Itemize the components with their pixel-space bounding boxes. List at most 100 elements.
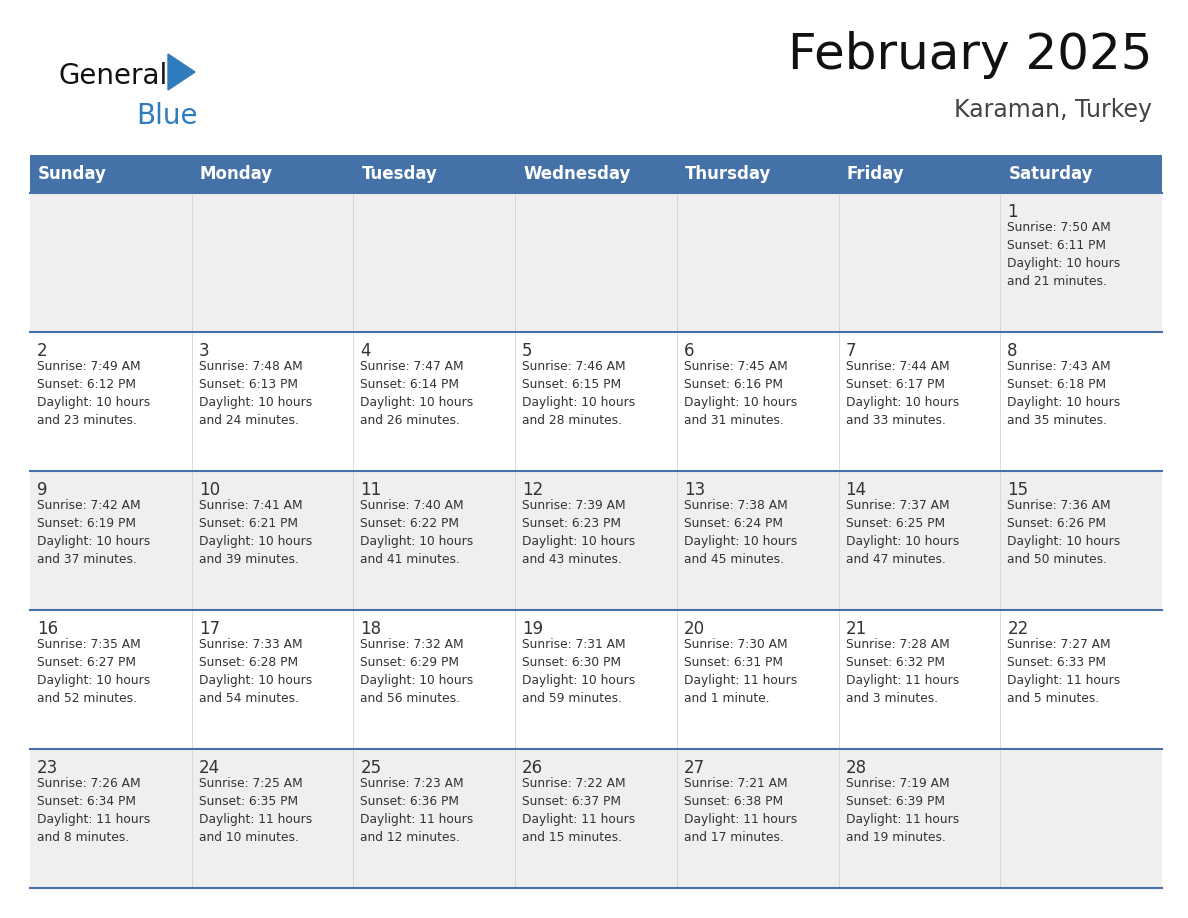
- Text: Wednesday: Wednesday: [523, 165, 631, 183]
- Text: Sunset: 6:14 PM: Sunset: 6:14 PM: [360, 378, 460, 391]
- Text: and 45 minutes.: and 45 minutes.: [684, 553, 784, 566]
- Text: Sunrise: 7:42 AM: Sunrise: 7:42 AM: [37, 499, 140, 512]
- Text: Daylight: 10 hours: Daylight: 10 hours: [37, 674, 150, 687]
- Text: 25: 25: [360, 759, 381, 777]
- Text: Daylight: 10 hours: Daylight: 10 hours: [523, 396, 636, 409]
- Text: Daylight: 11 hours: Daylight: 11 hours: [37, 813, 150, 826]
- Text: and 56 minutes.: and 56 minutes.: [360, 692, 461, 705]
- Text: and 50 minutes.: and 50 minutes.: [1007, 553, 1107, 566]
- Text: Daylight: 10 hours: Daylight: 10 hours: [1007, 257, 1120, 270]
- Text: Sunset: 6:35 PM: Sunset: 6:35 PM: [198, 795, 298, 808]
- Text: 5: 5: [523, 342, 532, 360]
- Text: 7: 7: [846, 342, 857, 360]
- Text: 12: 12: [523, 481, 543, 499]
- Text: and 54 minutes.: and 54 minutes.: [198, 692, 298, 705]
- Text: Sunrise: 7:28 AM: Sunrise: 7:28 AM: [846, 638, 949, 651]
- Text: Daylight: 10 hours: Daylight: 10 hours: [360, 674, 474, 687]
- Text: Sunset: 6:11 PM: Sunset: 6:11 PM: [1007, 239, 1106, 252]
- Bar: [1000, 155, 1162, 193]
- Text: Daylight: 11 hours: Daylight: 11 hours: [1007, 674, 1120, 687]
- Text: Sunset: 6:25 PM: Sunset: 6:25 PM: [846, 517, 944, 530]
- Text: 3: 3: [198, 342, 209, 360]
- Text: 16: 16: [37, 620, 58, 638]
- Text: Sunset: 6:28 PM: Sunset: 6:28 PM: [198, 656, 298, 669]
- Text: Tuesday: Tuesday: [361, 165, 437, 183]
- Bar: [30, 610, 1162, 749]
- Text: Sunset: 6:24 PM: Sunset: 6:24 PM: [684, 517, 783, 530]
- Text: 2: 2: [37, 342, 48, 360]
- Text: Sunrise: 7:47 AM: Sunrise: 7:47 AM: [360, 360, 465, 373]
- Text: and 23 minutes.: and 23 minutes.: [37, 414, 137, 427]
- Text: 18: 18: [360, 620, 381, 638]
- Text: and 5 minutes.: and 5 minutes.: [1007, 692, 1100, 705]
- Bar: [677, 155, 839, 193]
- Text: 28: 28: [846, 759, 867, 777]
- Text: Daylight: 10 hours: Daylight: 10 hours: [1007, 535, 1120, 548]
- Text: and 17 minutes.: and 17 minutes.: [684, 831, 784, 844]
- Text: 1: 1: [1007, 203, 1018, 221]
- Text: Sunset: 6:13 PM: Sunset: 6:13 PM: [198, 378, 298, 391]
- Text: Sunset: 6:29 PM: Sunset: 6:29 PM: [360, 656, 460, 669]
- Text: 21: 21: [846, 620, 867, 638]
- Bar: [30, 471, 1162, 610]
- Text: 13: 13: [684, 481, 706, 499]
- Text: 11: 11: [360, 481, 381, 499]
- Text: Sunrise: 7:44 AM: Sunrise: 7:44 AM: [846, 360, 949, 373]
- Text: Monday: Monday: [200, 165, 273, 183]
- Text: Karaman, Turkey: Karaman, Turkey: [954, 98, 1152, 122]
- Text: Sunrise: 7:25 AM: Sunrise: 7:25 AM: [198, 777, 303, 790]
- Text: Sunset: 6:31 PM: Sunset: 6:31 PM: [684, 656, 783, 669]
- Text: General: General: [58, 62, 168, 90]
- Text: Daylight: 10 hours: Daylight: 10 hours: [360, 535, 474, 548]
- Text: Sunrise: 7:31 AM: Sunrise: 7:31 AM: [523, 638, 626, 651]
- Text: Sunset: 6:36 PM: Sunset: 6:36 PM: [360, 795, 460, 808]
- Text: and 37 minutes.: and 37 minutes.: [37, 553, 137, 566]
- Text: Sunset: 6:23 PM: Sunset: 6:23 PM: [523, 517, 621, 530]
- Text: Sunday: Sunday: [38, 165, 107, 183]
- Text: 6: 6: [684, 342, 694, 360]
- Text: and 39 minutes.: and 39 minutes.: [198, 553, 298, 566]
- Text: Sunrise: 7:19 AM: Sunrise: 7:19 AM: [846, 777, 949, 790]
- Bar: [30, 193, 1162, 332]
- Text: 22: 22: [1007, 620, 1029, 638]
- Text: Sunrise: 7:40 AM: Sunrise: 7:40 AM: [360, 499, 465, 512]
- Text: 9: 9: [37, 481, 48, 499]
- Text: Daylight: 10 hours: Daylight: 10 hours: [198, 396, 312, 409]
- Text: Sunset: 6:27 PM: Sunset: 6:27 PM: [37, 656, 135, 669]
- Text: 14: 14: [846, 481, 867, 499]
- Text: Sunrise: 7:35 AM: Sunrise: 7:35 AM: [37, 638, 140, 651]
- Text: Daylight: 10 hours: Daylight: 10 hours: [684, 396, 797, 409]
- Text: Saturday: Saturday: [1009, 165, 1093, 183]
- Text: 23: 23: [37, 759, 58, 777]
- Text: Sunrise: 7:21 AM: Sunrise: 7:21 AM: [684, 777, 788, 790]
- Text: Sunset: 6:38 PM: Sunset: 6:38 PM: [684, 795, 783, 808]
- Bar: [839, 155, 1000, 193]
- Text: 26: 26: [523, 759, 543, 777]
- Text: Sunset: 6:12 PM: Sunset: 6:12 PM: [37, 378, 135, 391]
- Text: Daylight: 10 hours: Daylight: 10 hours: [1007, 396, 1120, 409]
- Text: Sunrise: 7:46 AM: Sunrise: 7:46 AM: [523, 360, 626, 373]
- Text: Sunrise: 7:41 AM: Sunrise: 7:41 AM: [198, 499, 302, 512]
- Text: Sunset: 6:22 PM: Sunset: 6:22 PM: [360, 517, 460, 530]
- Text: Sunrise: 7:32 AM: Sunrise: 7:32 AM: [360, 638, 465, 651]
- Text: Daylight: 10 hours: Daylight: 10 hours: [198, 535, 312, 548]
- Text: 15: 15: [1007, 481, 1029, 499]
- Text: Friday: Friday: [847, 165, 904, 183]
- Text: 10: 10: [198, 481, 220, 499]
- Text: Sunset: 6:18 PM: Sunset: 6:18 PM: [1007, 378, 1106, 391]
- Text: and 33 minutes.: and 33 minutes.: [846, 414, 946, 427]
- Text: and 1 minute.: and 1 minute.: [684, 692, 770, 705]
- Text: Sunrise: 7:50 AM: Sunrise: 7:50 AM: [1007, 221, 1111, 234]
- Text: Daylight: 10 hours: Daylight: 10 hours: [198, 674, 312, 687]
- Text: Daylight: 11 hours: Daylight: 11 hours: [846, 813, 959, 826]
- Text: Sunset: 6:26 PM: Sunset: 6:26 PM: [1007, 517, 1106, 530]
- Text: Sunrise: 7:37 AM: Sunrise: 7:37 AM: [846, 499, 949, 512]
- Text: 8: 8: [1007, 342, 1018, 360]
- Text: 4: 4: [360, 342, 371, 360]
- Text: Sunset: 6:37 PM: Sunset: 6:37 PM: [523, 795, 621, 808]
- Text: Sunrise: 7:36 AM: Sunrise: 7:36 AM: [1007, 499, 1111, 512]
- Text: and 28 minutes.: and 28 minutes.: [523, 414, 623, 427]
- Text: Daylight: 11 hours: Daylight: 11 hours: [523, 813, 636, 826]
- Text: Sunrise: 7:48 AM: Sunrise: 7:48 AM: [198, 360, 303, 373]
- Bar: [30, 155, 191, 193]
